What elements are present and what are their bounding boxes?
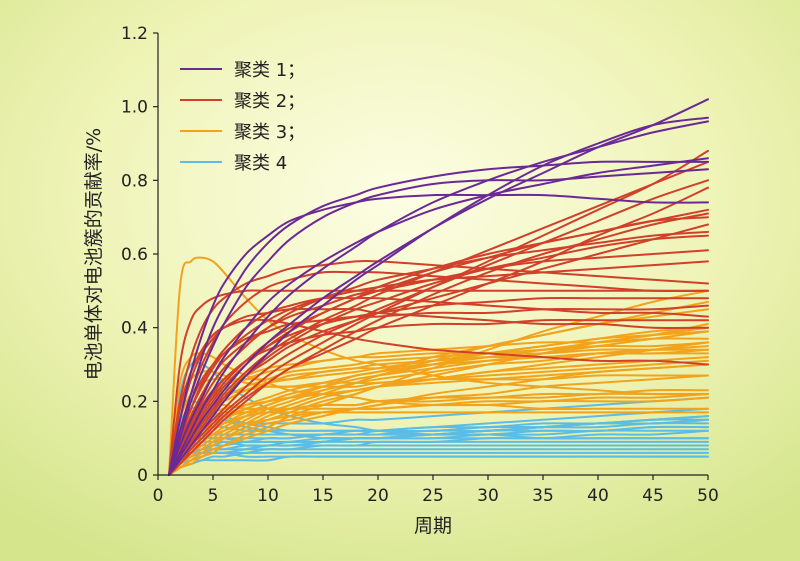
x-tick-label: 25 bbox=[422, 486, 444, 506]
series-line-cluster-2 bbox=[168, 260, 709, 476]
series-line-cluster-2 bbox=[168, 212, 709, 476]
series-line-cluster-2 bbox=[168, 296, 709, 476]
series-line-cluster-2 bbox=[168, 319, 709, 476]
x-tick-label: 15 bbox=[312, 486, 334, 506]
legend-label: 聚类 4 bbox=[234, 153, 287, 174]
series-line-cluster-3 bbox=[168, 289, 709, 476]
series-line-cluster-2 bbox=[168, 270, 709, 476]
y-axis-label: 电池单体对电池簇的贡献率/% bbox=[83, 128, 105, 380]
series-line-cluster-2 bbox=[168, 230, 709, 476]
x-tick-label: 10 bbox=[257, 486, 279, 506]
y-tick-label: 0 bbox=[137, 466, 148, 486]
series-line-cluster-2 bbox=[168, 149, 709, 476]
series-line-cluster-1 bbox=[168, 157, 709, 476]
series-line-cluster-4 bbox=[168, 429, 709, 476]
series-layer bbox=[168, 98, 709, 476]
x-tick-label: 35 bbox=[532, 486, 554, 506]
series-line-cluster-1 bbox=[168, 168, 709, 476]
series-line-cluster-1 bbox=[168, 120, 709, 476]
series-line-cluster-1 bbox=[168, 116, 709, 476]
y-axis-ticks: 0 0.2 0.4 0.6 0.8 1.0 1.2 bbox=[121, 24, 158, 486]
series-line-cluster-3 bbox=[168, 374, 709, 476]
y-tick-label: 0.6 bbox=[121, 245, 148, 265]
series-line-cluster-2 bbox=[168, 234, 709, 476]
series-line-cluster-2 bbox=[168, 318, 709, 476]
y-tick-label: 0.4 bbox=[121, 319, 148, 339]
legend: 聚类 1； 聚类 2； 聚类 3； 聚类 4 bbox=[180, 60, 305, 174]
y-tick-label: 1.0 bbox=[121, 98, 148, 118]
legend-label: 聚类 1； bbox=[234, 60, 305, 81]
x-tick-label: 30 bbox=[477, 486, 499, 506]
x-tick-label: 0 bbox=[153, 486, 164, 506]
y-tick-label: 0.2 bbox=[121, 392, 148, 412]
y-tick-label: 0.8 bbox=[121, 171, 148, 191]
legend-label: 聚类 2； bbox=[234, 91, 305, 112]
x-axis-ticks: 0 5 10 15 20 25 30 35 40 45 50 bbox=[153, 475, 719, 506]
legend-label: 聚类 3； bbox=[234, 122, 305, 143]
x-tick-label: 45 bbox=[642, 486, 664, 506]
x-tick-label: 50 bbox=[697, 486, 719, 506]
x-tick-label: 5 bbox=[208, 486, 219, 506]
series-line-cluster-1 bbox=[168, 193, 709, 476]
series-line-cluster-1 bbox=[168, 98, 709, 476]
y-tick-label: 1.2 bbox=[121, 24, 148, 44]
x-tick-label: 40 bbox=[587, 486, 609, 506]
series-line-cluster-2 bbox=[168, 289, 709, 476]
series-line-cluster-3 bbox=[168, 356, 709, 476]
series-line-cluster-2 bbox=[168, 307, 709, 476]
x-axis-label: 周期 bbox=[414, 515, 452, 537]
x-tick-label: 20 bbox=[367, 486, 389, 506]
series-line-cluster-2 bbox=[168, 186, 709, 476]
series-line-cluster-2 bbox=[168, 216, 709, 476]
